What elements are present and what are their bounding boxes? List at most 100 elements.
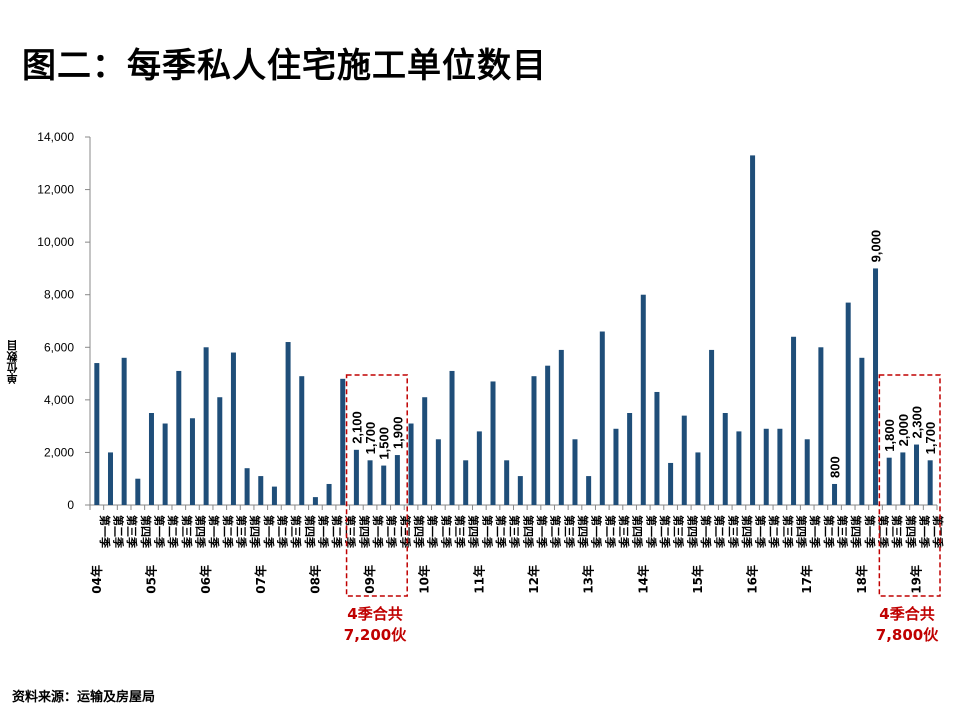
bar [750, 155, 756, 505]
x-tick-label: 第一季 [535, 515, 549, 549]
x-tick-label: 第四季 [849, 515, 863, 549]
x-tick-label: 第二季 [767, 515, 781, 549]
bar [230, 352, 236, 505]
x-year-label: 10年 [417, 565, 432, 594]
bar [203, 347, 209, 505]
x-tick-label: 第二季 [658, 515, 672, 549]
x-tick-label: 第三季 [781, 515, 795, 549]
x-tick-label: 第三季 [180, 515, 194, 549]
bar [695, 452, 701, 505]
x-tick-label: 第一季 [754, 515, 768, 549]
x-tick-label: 第二季 [494, 515, 508, 549]
source-note: 资料来源：运输及房屋局 [12, 690, 156, 705]
x-tick-label: 第三季 [508, 515, 522, 549]
x-year-label: 04年 [89, 565, 104, 594]
bar [449, 370, 455, 505]
bar [271, 486, 277, 505]
x-tick-label: 第二季 [549, 515, 563, 549]
bar [531, 376, 537, 505]
y-tick-label: 0 [67, 498, 74, 512]
x-year-label: 17年 [799, 565, 814, 594]
x-tick-label: 第一季 [98, 515, 112, 549]
highlight-box [878, 374, 941, 597]
x-tick-label: 第二季 [111, 515, 125, 549]
x-tick-label: 第一季 [480, 515, 494, 549]
data-label: 1,800 [882, 419, 897, 452]
data-label: 2,000 [896, 414, 911, 447]
bar [791, 336, 797, 505]
bar [927, 460, 933, 505]
x-tick-label: 第三季 [398, 515, 412, 549]
bar [326, 483, 332, 505]
x-year-label: 13年 [581, 565, 596, 594]
bar [818, 347, 824, 505]
bar [804, 439, 810, 505]
x-tick-label: 第三季 [726, 515, 740, 549]
bar [176, 370, 182, 505]
bar [299, 376, 305, 505]
x-year-label: 15年 [690, 565, 705, 594]
x-year-label: 07年 [253, 565, 268, 594]
bar [586, 476, 592, 505]
x-tick-label: 第二季 [221, 515, 235, 549]
bar [900, 452, 906, 505]
x-tick-label: 第一季 [207, 515, 221, 549]
bar [381, 465, 387, 505]
bar [613, 428, 619, 505]
x-year-label: 19年 [909, 565, 924, 594]
bar [722, 413, 728, 505]
data-label: 1,900 [390, 417, 405, 450]
x-tick-label: 第一季 [262, 515, 276, 549]
x-year-label: 06年 [198, 565, 213, 594]
x-tick-label: 第二季 [439, 515, 453, 549]
bar [640, 294, 646, 505]
x-tick-label: 第二季 [713, 515, 727, 549]
bar [367, 460, 373, 505]
x-tick-label: 第二季 [931, 515, 945, 549]
y-tick-label: 10,000 [37, 235, 74, 249]
x-tick-label: 第三季 [562, 515, 576, 549]
x-year-label: 16年 [745, 565, 760, 594]
x-tick-label: 第四季 [521, 515, 535, 549]
x-tick-label: 第四季 [303, 515, 317, 549]
x-tick-label: 第四季 [904, 515, 918, 549]
bar [353, 449, 359, 505]
bar [709, 349, 715, 505]
x-year-label: 08年 [307, 565, 322, 594]
callout-2009: 4季合共 7,200伙 [330, 604, 420, 646]
callout-2009-line1: 4季合共 [347, 605, 403, 623]
bar [394, 455, 400, 505]
x-year-label: 12年 [526, 565, 541, 594]
bar [599, 331, 605, 505]
x-tick-label: 第一季 [644, 515, 658, 549]
bar [736, 431, 742, 505]
bar [162, 423, 168, 505]
data-label: 9,000 [869, 230, 884, 263]
data-label: 2,300 [910, 406, 925, 439]
data-label: 1,700 [363, 422, 378, 455]
callout-2009-line2: 7,200伙 [343, 626, 407, 644]
bar [777, 428, 783, 505]
bar [572, 439, 578, 505]
x-tick-label: 第一季 [863, 515, 877, 549]
bar [873, 268, 879, 505]
bar [914, 444, 920, 505]
x-tick-label: 第三季 [125, 515, 139, 549]
y-tick-label: 14,000 [37, 130, 74, 144]
callout-2019-line2: 7,800伙 [875, 626, 939, 644]
bar [476, 431, 482, 505]
bar [189, 418, 195, 505]
bar [627, 413, 633, 505]
x-tick-label: 第二季 [166, 515, 180, 549]
x-tick-label: 第三季 [890, 515, 904, 549]
x-tick-label: 第三季 [289, 515, 303, 549]
y-tick-label: 8,000 [44, 288, 74, 302]
x-tick-label: 第一季 [152, 515, 166, 549]
bar [832, 483, 838, 505]
bar [135, 478, 141, 505]
x-tick-label: 第四季 [193, 515, 207, 549]
bar [859, 357, 865, 505]
x-tick-label: 第一季 [918, 515, 932, 549]
x-tick-label: 第四季 [685, 515, 699, 549]
